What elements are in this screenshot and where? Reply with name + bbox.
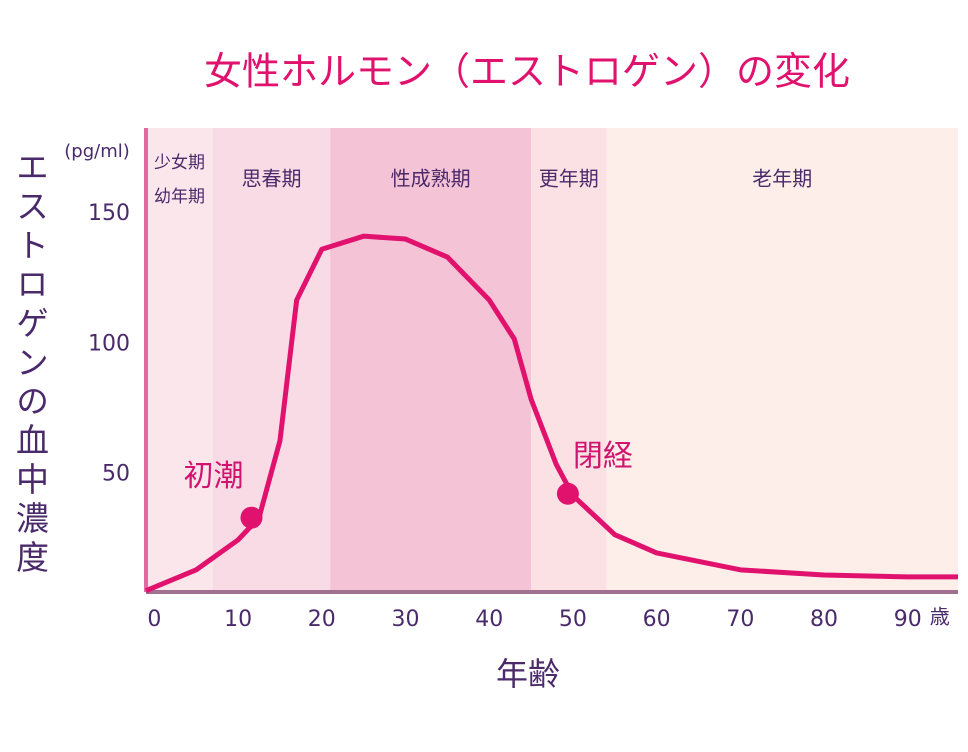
x-tick-label: 40 xyxy=(475,607,503,632)
x-tick-label: 90 xyxy=(894,607,922,632)
x-tick-label: 0 xyxy=(147,607,161,632)
event-label: 初潮 xyxy=(183,459,243,494)
chart-title: 女性ホルモン（エストロゲン）の変化 xyxy=(204,50,850,94)
y-unit: (pg/ml) xyxy=(64,141,130,162)
stage-label: 少女期 xyxy=(154,153,205,173)
event-label: 閉経 xyxy=(573,439,633,474)
x-tick-label: 60 xyxy=(643,607,671,632)
y-tick-label: 50 xyxy=(102,462,130,487)
stage-label: 思春期 xyxy=(242,167,302,191)
y-tick-label: 100 xyxy=(88,331,130,356)
stage-label: 更年期 xyxy=(539,167,599,191)
y-axis-label: エストロゲンの血中濃度 xyxy=(11,150,50,579)
stage-label: 老年期 xyxy=(752,167,812,191)
event-marker xyxy=(240,506,263,529)
x-tick-label: 50 xyxy=(559,607,587,632)
y-tick-label: 150 xyxy=(88,201,130,226)
stage-label: 性成熟期 xyxy=(391,167,471,191)
estrogen-line xyxy=(145,233,958,594)
event-marker xyxy=(556,482,579,505)
x-tick-label: 10 xyxy=(224,607,252,632)
stage-band xyxy=(531,128,607,592)
x-axis-label: 年齢 xyxy=(496,655,560,693)
x-tick-label: 80 xyxy=(810,607,838,632)
x-tick-label: 70 xyxy=(726,607,754,632)
x-tick-label: 30 xyxy=(392,607,420,632)
stage-band xyxy=(212,128,331,592)
stage-band xyxy=(330,128,532,592)
x-unit: 歳 xyxy=(930,605,950,629)
x-tick-label: 20 xyxy=(308,607,336,632)
stage-band xyxy=(146,128,213,592)
stage-band xyxy=(606,128,958,592)
stage-label: 幼年期 xyxy=(154,187,205,207)
